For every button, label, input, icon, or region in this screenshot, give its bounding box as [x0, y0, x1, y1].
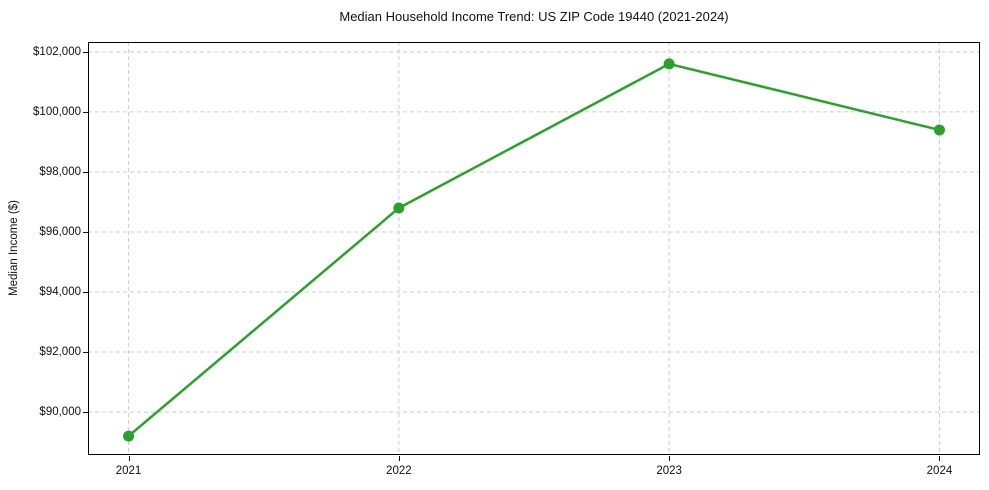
- data-point-2021: [123, 430, 135, 442]
- x-tick-label: 2021: [115, 465, 142, 477]
- plot-border: [88, 42, 980, 455]
- y-tick-mark: [83, 292, 88, 293]
- y-axis-label: Median Income ($): [8, 200, 20, 296]
- x-tick-mark: [399, 456, 400, 461]
- y-tick-label: $90,000: [39, 406, 81, 419]
- data-point-2022: [393, 202, 405, 214]
- y-tick-label: $94,000: [39, 286, 81, 299]
- x-tick-mark: [669, 456, 670, 461]
- chart-title: Median Household Income Trend: US ZIP Co…: [339, 9, 729, 24]
- x-tick-label: 2023: [656, 465, 682, 477]
- data-point-2023: [663, 58, 675, 70]
- x-tick-label: 2022: [386, 465, 412, 477]
- y-tick-mark: [83, 172, 88, 173]
- y-tick-mark: [83, 232, 88, 233]
- x-tick-mark: [129, 456, 130, 461]
- y-tick-mark: [83, 412, 88, 413]
- y-tick-mark: [83, 112, 88, 113]
- x-tick-mark: [939, 456, 940, 461]
- y-tick-mark: [83, 52, 88, 53]
- y-tick-label: $92,000: [39, 346, 81, 359]
- trend-line: [127, 62, 940, 438]
- y-tick-label: $100,000: [33, 105, 81, 118]
- y-tick-label: $98,000: [39, 165, 81, 178]
- x-tick-label: 2024: [926, 465, 953, 477]
- y-tick-label: $96,000: [39, 225, 81, 238]
- plot-area: [88, 42, 980, 455]
- data-point-2024: [933, 124, 945, 136]
- y-tick-label: $102,000: [33, 45, 81, 58]
- plot-canvas: [88, 42, 980, 455]
- y-tick-mark: [83, 352, 88, 353]
